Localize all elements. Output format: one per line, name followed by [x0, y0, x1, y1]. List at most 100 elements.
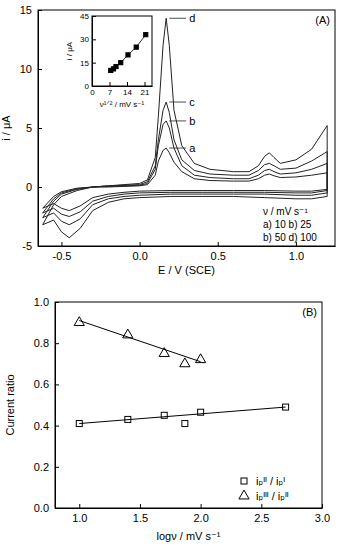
x-axis-tick: 1.0 — [72, 504, 87, 524]
x-axis-tick-label: 1.5 — [133, 512, 148, 524]
x-axis-tick-label: -0.5 — [52, 250, 71, 262]
annotation: a) 10 b) 25 — [263, 219, 312, 230]
y-axis: -5 0 5 10 15 — [20, 4, 42, 252]
x-axis-tick-label: 7 — [108, 88, 113, 97]
y-axis-tick: 15 — [20, 4, 42, 16]
y-axis-tick-mark — [92, 86, 96, 87]
y-axis-tick-label: 0.6 — [34, 378, 49, 390]
data-point — [119, 61, 123, 65]
x-axis-tick-mark — [61, 242, 62, 246]
x-axis-line — [56, 508, 323, 509]
label-leader — [169, 120, 186, 121]
y-axis-tick-label: 1.0 — [34, 296, 49, 308]
y-axis-tick: 0.8 — [34, 337, 59, 349]
y-axis-tick-label: 30 — [80, 35, 89, 44]
y-axis-tick-mark — [55, 426, 59, 427]
series-line — [111, 35, 146, 71]
x-axis-tick-mark — [140, 242, 141, 246]
x-axis-tick-label: 0.5 — [211, 250, 226, 262]
x-axis-tick-label: 2.5 — [254, 512, 269, 524]
label-leader — [169, 148, 186, 149]
x-axis-tick-mark — [110, 82, 111, 86]
data-point — [182, 421, 188, 427]
y-axis-tick: 45 — [80, 12, 96, 21]
legend-label: iₚᴵᴵ / iₚᴵ — [256, 475, 285, 487]
y-axis-tick-label: 0.4 — [34, 420, 49, 432]
y-axis-tick-mark — [55, 384, 59, 385]
data-point — [126, 53, 130, 57]
y-axis-tick-mark — [55, 302, 59, 303]
y-axis-tick-mark — [38, 10, 42, 11]
data-point — [114, 64, 118, 68]
data-point — [74, 317, 84, 326]
y-axis-tick-mark — [55, 343, 59, 344]
x-axis-tick-label: 1.0 — [289, 250, 304, 262]
plot-frame — [55, 302, 322, 508]
legend-label: iₚᴵᴵᴵ / iₚᴵᴵ — [256, 490, 289, 502]
legend: iₚᴵᴵ / iₚᴵ iₚᴵᴵᴵ / iₚᴵᴵ — [239, 475, 289, 502]
x-axis-tick-label: 21 — [141, 88, 150, 97]
y-axis-tick-label: 0 — [26, 181, 32, 193]
x-axis-tick: 7 — [108, 82, 113, 97]
series-line — [43, 18, 327, 237]
y-axis-tick: 0 — [26, 181, 42, 193]
x-axis-tick-label: 2.0 — [193, 512, 208, 524]
x-axis-tick-label: 1.0 — [72, 512, 87, 524]
plot-frame — [38, 10, 335, 246]
y-axis-tick-mark — [92, 63, 96, 64]
y-axis-tick-label: 0.0 — [34, 502, 49, 514]
y-axis-tick-label: 45 — [80, 12, 89, 21]
y-axis-tick-mark — [38, 69, 42, 70]
x-axis-tick: 3.0 — [315, 504, 330, 524]
y-axis: 0.0 0.2 0.4 0.6 0.8 1.0 — [34, 296, 59, 514]
y-axis-tick-label: 15 — [20, 4, 32, 16]
y-axis-tick-label: 0.8 — [34, 337, 49, 349]
x-axis: 1.0 1.5 2.0 2.5 3.0 — [56, 504, 331, 524]
y-axis-tick-mark — [38, 246, 42, 247]
x-axis-tick-label: 14 — [123, 88, 132, 97]
y-axis-title: i / μA — [0, 115, 12, 141]
x-axis-tick: 1.5 — [133, 504, 148, 524]
plot-area — [109, 33, 148, 73]
annotation: ν / mV s⁻¹ — [263, 206, 308, 217]
curve-label: c — [189, 96, 195, 108]
data-point — [144, 33, 148, 37]
y-axis: 0153045 — [80, 12, 96, 91]
annotation: b) 50 d) 100 — [263, 232, 317, 243]
x-axis-title: ν¹ᐟ² / mV s⁻¹ — [100, 100, 145, 109]
x-axis-tick: 2.5 — [254, 504, 269, 524]
y-axis-tick-mark — [38, 128, 42, 129]
x-axis-tick-label: 0 — [90, 88, 95, 97]
y-axis-tick: 1.0 — [34, 296, 59, 308]
y-axis-tick: 0 — [85, 82, 96, 91]
curve-label: a — [189, 142, 196, 154]
y-axis-tick-mark — [38, 187, 42, 188]
x-axis-tick: 14 — [123, 82, 132, 97]
x-axis-tick-mark — [140, 504, 141, 508]
y-axis-tick: 0.2 — [34, 461, 59, 473]
plot-frame — [92, 16, 152, 86]
y-axis-line — [55, 303, 56, 509]
x-axis-tick-mark — [322, 504, 323, 508]
x-axis-tick-mark — [145, 82, 146, 86]
chart: 0714210153045ν¹ᐟ² / mV s⁻¹i / μA — [65, 12, 153, 109]
data-point — [180, 358, 190, 367]
series-line — [43, 102, 327, 225]
x-axis-tick-mark — [218, 242, 219, 246]
y-axis-title: Current ratio — [4, 374, 16, 435]
y-axis-tick: 5 — [26, 122, 42, 134]
y-axis-tick-label: 10 — [20, 63, 32, 75]
y-axis-tick: 10 — [20, 63, 42, 75]
label-leader — [169, 18, 186, 19]
x-axis-tick-label: 0.0 — [132, 250, 147, 262]
x-axis-tick-mark — [201, 504, 202, 508]
y-axis-tick-label: -5 — [22, 240, 32, 252]
label-leader — [169, 102, 186, 103]
y-axis-tick: 0.0 — [34, 502, 59, 514]
x-axis-tick: -0.5 — [52, 242, 71, 262]
y-axis-tick-mark — [92, 16, 96, 17]
y-axis-tick-mark — [55, 508, 59, 509]
legend-marker — [241, 478, 247, 484]
x-axis-tick: 0.0 — [132, 242, 147, 262]
x-axis-tick: 0.5 — [211, 242, 226, 262]
